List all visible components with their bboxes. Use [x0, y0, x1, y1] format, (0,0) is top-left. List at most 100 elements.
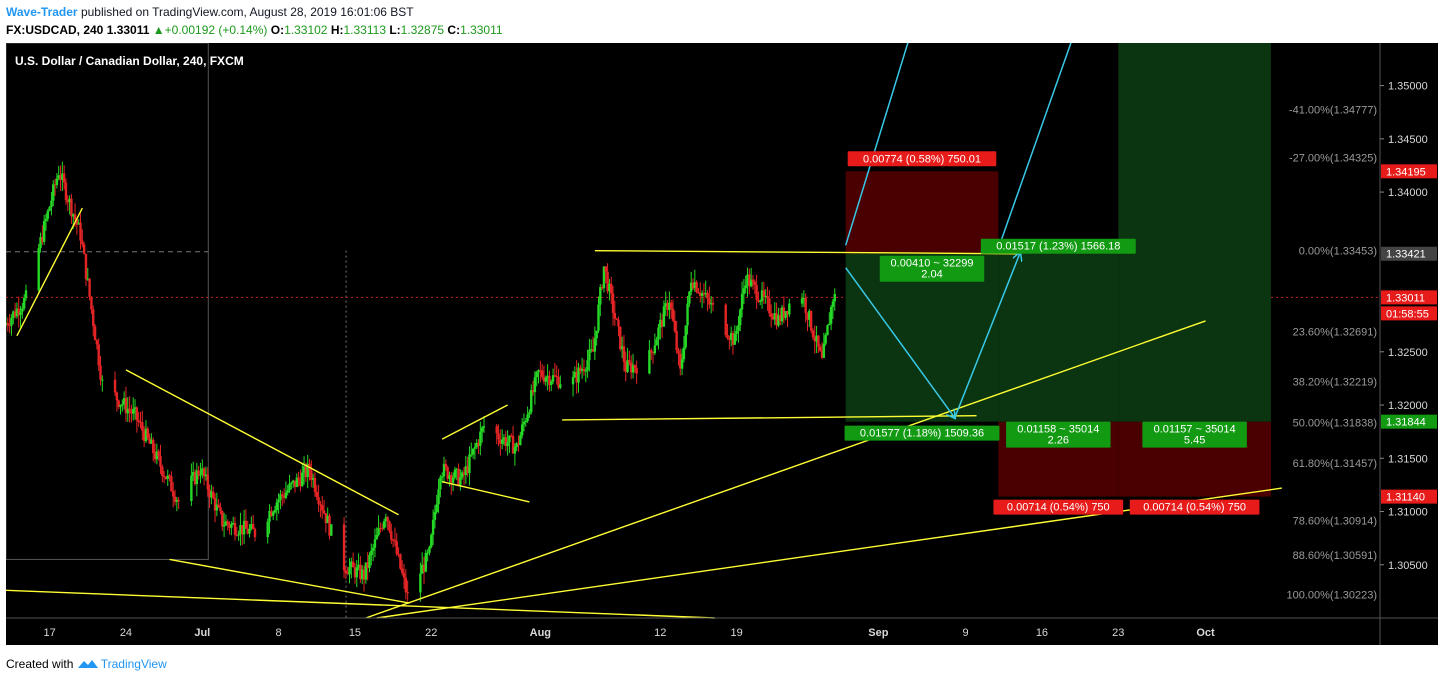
candle-up [364, 562, 368, 580]
fib-level-label: -41.00%(1.34777) [1289, 104, 1377, 116]
candle-down [128, 408, 131, 412]
candle-up [740, 293, 744, 310]
time-tick-label: Jul [194, 627, 210, 639]
author-link[interactable]: Wave-Trader [6, 5, 78, 19]
candle-up [682, 347, 686, 360]
candle-down [53, 184, 57, 186]
candle-down [660, 319, 664, 327]
candle-down [613, 312, 617, 319]
projection-arrow [954, 253, 1020, 419]
candle-down [753, 281, 756, 285]
candle-down [769, 313, 773, 318]
trendline [441, 404, 508, 440]
candle-up [12, 311, 15, 318]
candle-up [155, 451, 159, 460]
candle-up [506, 442, 509, 447]
time-tick-label: Sep [868, 627, 888, 639]
candle-down [557, 376, 560, 388]
candle-up [700, 292, 704, 296]
candle-down [304, 466, 308, 478]
candle-down [630, 362, 633, 373]
candle-up [22, 297, 26, 309]
tradingview-brand-link[interactable]: TradingView [100, 657, 167, 671]
candle-down [477, 442, 480, 446]
candle-up [739, 309, 742, 326]
time-tick-label: Aug [530, 627, 551, 639]
candle-up [428, 546, 431, 553]
candle-up [239, 525, 242, 535]
candle-down [251, 523, 255, 530]
candle-up [833, 293, 836, 302]
candle-down [600, 287, 604, 289]
candle-down [617, 319, 620, 327]
candle-down [202, 468, 206, 477]
candle-down [310, 470, 313, 480]
candle-down [804, 297, 807, 314]
candle-down [366, 562, 369, 568]
candle-up [19, 311, 22, 316]
candle-down [708, 298, 711, 305]
fib-level-label: 88.60%(1.30591) [1293, 550, 1377, 562]
publisher-line: Wave-Trader published on TradingView.com… [6, 5, 414, 19]
candle-down [615, 318, 618, 320]
candle-down [399, 554, 402, 569]
price-badge-bg [1381, 290, 1437, 305]
projection-arrow [844, 43, 909, 246]
candle-up [384, 517, 388, 522]
candle-down [388, 521, 391, 532]
candle-up [420, 564, 424, 574]
candle-up [150, 439, 153, 444]
price-chart[interactable]: 0.00774 (0.58%) 750.01 0.01577 (1.18%) 15… [6, 43, 1438, 645]
high-label: H: [330, 23, 344, 37]
candle-down [161, 466, 164, 476]
candle-up [201, 468, 204, 475]
candle-up [284, 492, 288, 498]
candle-down [651, 352, 655, 354]
candle-down [444, 463, 448, 468]
candle-down [226, 521, 229, 525]
candle-up [46, 210, 50, 219]
candle-up [448, 475, 451, 479]
candle-up [288, 483, 291, 491]
chart-canvas[interactable]: 0.00774 (0.58%) 750.01 0.01577 (1.18%) 15… [6, 43, 1438, 645]
candle-up [15, 308, 19, 317]
candle-down [575, 371, 578, 383]
candle-up [21, 308, 24, 312]
candle-up [204, 474, 208, 477]
candle-down [731, 333, 735, 345]
candle-up [433, 512, 437, 520]
time-tick-label: 19 [730, 627, 742, 639]
candle-up [657, 327, 660, 340]
candle-down [84, 253, 88, 280]
candle-down [66, 200, 69, 203]
candle-up [482, 426, 486, 428]
time-tick-label: 24 [120, 627, 132, 639]
candle-down [362, 569, 366, 580]
candle-down [344, 570, 348, 574]
candle-up [533, 377, 537, 393]
candle-up [195, 470, 199, 484]
ratio-label-bg [1006, 421, 1111, 448]
candle-up [528, 412, 531, 415]
trendline [594, 249, 1021, 255]
candle-up [295, 477, 298, 487]
open-label: O: [270, 23, 285, 37]
candle-up [230, 523, 233, 528]
candle-up [664, 303, 667, 307]
candle-up [593, 338, 597, 352]
candle-down [81, 240, 84, 245]
candle-up [802, 297, 806, 299]
candle-down [782, 307, 786, 318]
candle-down [510, 435, 513, 437]
candle-down [622, 346, 626, 362]
candle-down [395, 541, 398, 555]
candle-down [755, 284, 758, 300]
candle-up [375, 534, 378, 540]
risk-label: 0.00714 (0.54%) 750 [1007, 502, 1110, 514]
candle-up [655, 339, 658, 346]
reward-label-bg [844, 425, 1000, 441]
candle-down [669, 302, 673, 309]
candle-down [697, 291, 700, 294]
candle-down [768, 298, 771, 314]
fib-level-label: 100.00%(1.30223) [1286, 589, 1377, 601]
